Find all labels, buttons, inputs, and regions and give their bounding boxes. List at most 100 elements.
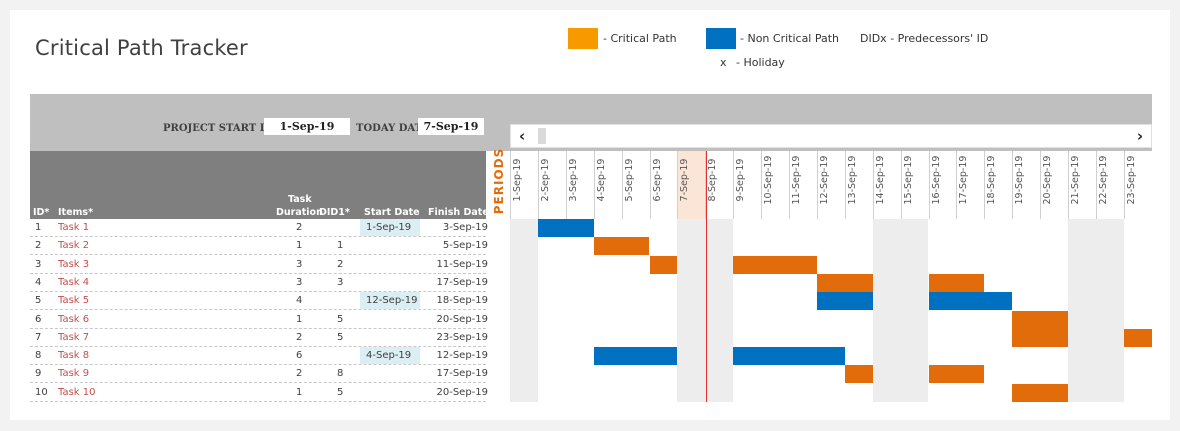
date-header: 18-Sep-19 bbox=[984, 151, 1012, 219]
scroll-thumb[interactable] bbox=[538, 128, 546, 144]
weekend-column bbox=[872, 219, 901, 402]
table-row[interactable]: 2 Task 2 1 1 5-Sep-19 bbox=[30, 237, 488, 256]
table-row[interactable]: 10 Task 10 1 5 20-Sep-19 bbox=[30, 384, 488, 402]
task-id: 2 bbox=[35, 240, 42, 252]
table-row[interactable]: 3 Task 3 3 2 11-Sep-19 bbox=[30, 256, 488, 274]
task-start-date: 1-Sep-19 bbox=[366, 222, 412, 233]
col-header-duration-line2: Duration bbox=[276, 207, 323, 218]
scroll-right-icon[interactable]: › bbox=[1136, 127, 1143, 145]
date-header: 16-Sep-19 bbox=[928, 151, 957, 219]
task-did: 1 bbox=[337, 240, 344, 252]
task-finish-date: 17-Sep-19 bbox=[436, 276, 488, 288]
weekend-column bbox=[1095, 219, 1124, 402]
column-header-row: ID* Items* Task Duration DID1* Start Dat… bbox=[30, 151, 489, 219]
date-header: 9-Sep-19 bbox=[733, 151, 761, 219]
date-header-label: 13-Sep-19 bbox=[846, 155, 858, 205]
critical-path-bar bbox=[928, 273, 985, 292]
critical-path-bar bbox=[928, 365, 985, 384]
date-header-label: 2-Sep-19 bbox=[539, 158, 551, 202]
task-did: 5 bbox=[337, 331, 344, 343]
date-header: 8-Sep-19 bbox=[705, 151, 733, 219]
scroll-left-icon[interactable]: ‹ bbox=[519, 127, 526, 145]
critical-path-bar bbox=[1123, 328, 1152, 347]
critical-path-bar bbox=[733, 255, 817, 274]
date-header-label: 3-Sep-19 bbox=[567, 158, 579, 202]
table-row[interactable]: 1 Task 1 2 1-Sep-19 3-Sep-19 bbox=[30, 219, 488, 237]
non-critical-path-bar bbox=[816, 292, 873, 311]
table-row[interactable]: 8 Task 8 6 4-Sep-19 12-Sep-19 bbox=[30, 347, 488, 366]
task-finish-date: 11-Sep-19 bbox=[436, 258, 488, 270]
weekend-column bbox=[900, 219, 929, 402]
task-duration: 1 bbox=[296, 240, 303, 252]
non-critical-path-swatch bbox=[706, 28, 736, 49]
date-header-label: 17-Sep-19 bbox=[958, 155, 970, 205]
task-id: 3 bbox=[35, 258, 42, 270]
col-header-items: Items* bbox=[58, 207, 94, 218]
today-date-input[interactable]: 7-Sep-19 bbox=[418, 118, 484, 135]
date-header-label: 20-Sep-19 bbox=[1042, 155, 1054, 205]
weekend-column bbox=[510, 219, 538, 402]
weekend-column bbox=[705, 219, 734, 402]
task-name: Task 10 bbox=[58, 386, 96, 398]
date-header-label: 16-Sep-19 bbox=[930, 155, 942, 205]
task-did: 3 bbox=[337, 276, 344, 288]
date-header-label: 21-Sep-19 bbox=[1070, 155, 1081, 205]
date-header-label: 22-Sep-19 bbox=[1097, 155, 1109, 205]
task-did: 5 bbox=[337, 386, 344, 398]
date-header-label: 14-Sep-19 bbox=[874, 155, 886, 205]
task-finish-date: 5-Sep-19 bbox=[442, 240, 488, 252]
date-header-label: 8-Sep-19 bbox=[707, 158, 719, 202]
date-header: 22-Sep-19 bbox=[1095, 151, 1124, 219]
task-finish-date: 18-Sep-19 bbox=[436, 295, 488, 307]
date-header: 19-Sep-19 bbox=[1012, 151, 1040, 219]
task-duration: 6 bbox=[296, 350, 303, 362]
col-header-duration-line1: Task bbox=[288, 194, 312, 205]
task-name: Task 8 bbox=[58, 350, 90, 362]
date-header: 23-Sep-19 bbox=[1123, 151, 1152, 219]
table-row[interactable]: 4 Task 4 3 3 17-Sep-19 bbox=[30, 274, 488, 292]
critical-path-swatch bbox=[568, 28, 598, 49]
start-date-highlight bbox=[360, 347, 420, 365]
task-id: 4 bbox=[35, 276, 42, 288]
date-header-label: 11-Sep-19 bbox=[791, 155, 802, 205]
holiday-marker: x bbox=[720, 56, 727, 69]
task-finish-date: 20-Sep-19 bbox=[436, 386, 488, 398]
date-header-label: 10-Sep-19 bbox=[763, 155, 775, 205]
weekend-column bbox=[1068, 219, 1096, 402]
project-start-label: PROJECT START DATE bbox=[163, 123, 291, 134]
date-header: 14-Sep-19 bbox=[872, 151, 901, 219]
task-duration: 2 bbox=[296, 368, 303, 380]
table-row[interactable]: 5 Task 5 4 12-Sep-19 18-Sep-19 bbox=[30, 292, 488, 311]
critical-path-bar bbox=[816, 273, 873, 292]
date-header: 21-Sep-19 bbox=[1068, 151, 1096, 219]
date-header: 20-Sep-19 bbox=[1040, 151, 1068, 219]
date-header-label: 12-Sep-19 bbox=[818, 155, 830, 205]
critical-path-bar bbox=[844, 365, 873, 384]
predecessor-id-legend: DIDx - Predecessors' ID bbox=[860, 32, 989, 45]
task-did: 5 bbox=[337, 313, 344, 325]
task-start-date: 12-Sep-19 bbox=[366, 295, 418, 307]
task-name: Task 7 bbox=[58, 331, 90, 343]
date-header-label: 1-Sep-19 bbox=[512, 158, 523, 202]
date-header-label: 9-Sep-19 bbox=[735, 158, 747, 202]
table-row[interactable]: 7 Task 7 2 5 23-Sep-19 bbox=[30, 329, 488, 347]
date-header: 5-Sep-19 bbox=[621, 151, 650, 219]
date-header: 12-Sep-19 bbox=[816, 151, 845, 219]
table-row[interactable]: 9 Task 9 2 8 17-Sep-19 bbox=[30, 365, 488, 384]
non-critical-path-bar bbox=[593, 347, 678, 366]
task-name: Task 6 bbox=[58, 313, 90, 325]
non-critical-path-bar bbox=[928, 292, 1013, 311]
table-row[interactable]: 6 Task 6 1 5 20-Sep-19 bbox=[30, 311, 488, 329]
project-start-date-input[interactable]: 1-Sep-19 bbox=[264, 118, 350, 135]
date-header-label: 15-Sep-19 bbox=[902, 155, 914, 205]
task-name: Task 4 bbox=[58, 276, 90, 288]
task-duration: 3 bbox=[296, 276, 303, 288]
horizontal-scrollbar[interactable]: ‹ › bbox=[510, 124, 1152, 148]
task-id: 8 bbox=[35, 350, 42, 362]
critical-path-bar bbox=[1012, 383, 1068, 402]
task-finish-date: 20-Sep-19 bbox=[436, 313, 488, 325]
task-finish-date: 12-Sep-19 bbox=[436, 350, 488, 362]
task-duration: 3 bbox=[296, 258, 303, 270]
task-duration: 4 bbox=[296, 295, 303, 307]
task-duration: 1 bbox=[296, 313, 303, 325]
